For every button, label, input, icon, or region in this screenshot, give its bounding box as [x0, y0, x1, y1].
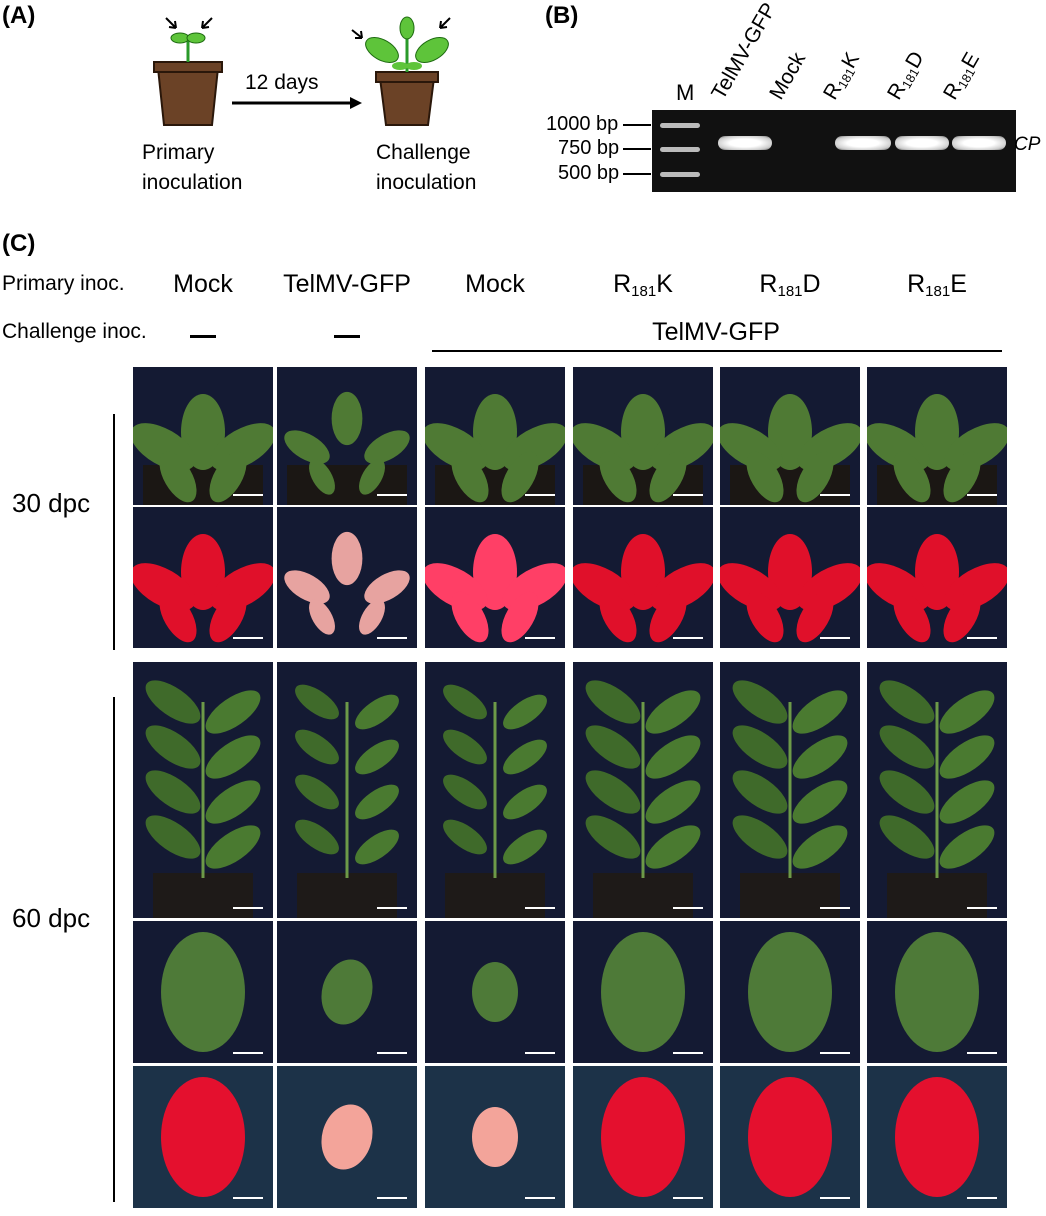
- marker-750: 750 bp: [558, 137, 620, 159]
- plant-photo: [867, 507, 1007, 648]
- challenge-group-label: TelMV-GFP: [652, 318, 780, 346]
- plant-photo: [720, 662, 860, 918]
- plant-photo: [133, 507, 273, 648]
- plant-photo: [425, 921, 565, 1063]
- plant-photo: [720, 1066, 860, 1208]
- primary-caption-1: Primary: [142, 141, 215, 164]
- plant-photo: [133, 1066, 273, 1208]
- panel-a-label: (A): [2, 2, 36, 29]
- plant-photo: [133, 921, 273, 1063]
- column-header: Mock: [173, 270, 233, 298]
- column-header: R181E: [907, 270, 967, 300]
- plant-photo: [133, 662, 273, 918]
- column-header: TelMV-GFP: [283, 270, 411, 298]
- gel-lane-label: Mock: [765, 48, 811, 104]
- plant-photo: [425, 507, 565, 648]
- gel-lane-label: R181D: [883, 47, 929, 104]
- no-challenge-dash: [334, 335, 360, 338]
- plant-photo: [277, 662, 417, 918]
- challenge-caption-2: inoculation: [376, 171, 477, 194]
- plant-photo: [133, 367, 273, 505]
- plant-photo: [573, 921, 713, 1063]
- panel-b-label: (B): [545, 2, 579, 29]
- challenge-group-line: [432, 350, 1002, 352]
- plant-photo: [867, 1066, 1007, 1208]
- arrow-icon: [232, 97, 362, 109]
- agarose-gel-image: [652, 110, 1016, 192]
- marker-1000: 1000 bp: [546, 113, 619, 135]
- column-header: R181D: [759, 270, 821, 300]
- primary-inoc-label: Primary inoc.: [2, 272, 125, 295]
- plant-photo: [573, 1066, 713, 1208]
- plant-photo: [277, 1066, 417, 1208]
- interval-label: 12 days: [245, 71, 319, 94]
- cp-band-label: CP: [1014, 134, 1041, 155]
- plant-photo: [425, 1066, 565, 1208]
- challenge-caption-1: Challenge: [376, 141, 471, 164]
- challenge-inoc-label: Challenge inoc.: [2, 320, 147, 343]
- primary-caption-2: inoculation: [142, 171, 243, 194]
- column-header: Mock: [465, 270, 525, 298]
- panel-c-label: (C): [2, 230, 36, 257]
- inoculation-schematic: [153, 16, 451, 126]
- plant-photo: [425, 662, 565, 918]
- plant-pot-icon: [351, 16, 451, 126]
- plant-photo: [720, 367, 860, 505]
- plant-photo: [720, 921, 860, 1063]
- marker-lane-label: M: [676, 80, 695, 105]
- timepoint-60dpc: 60 dpc: [12, 903, 91, 933]
- plant-photo: [867, 367, 1007, 505]
- gel-lane-label: R181E: [939, 48, 985, 104]
- plant-photo: [277, 921, 417, 1063]
- no-challenge-dash: [190, 335, 216, 338]
- plant-photo: [720, 507, 860, 648]
- gel-lane-label: R181K: [819, 48, 865, 104]
- plant-photo: [573, 662, 713, 918]
- plant-photo: [277, 507, 417, 648]
- timepoint-30dpc: 30 dpc: [12, 488, 91, 518]
- plant-photo: [425, 367, 565, 505]
- column-header: R181K: [613, 270, 673, 300]
- plant-photo: [277, 367, 417, 505]
- plant-photo: [573, 367, 713, 505]
- plant-photo: [573, 507, 713, 648]
- seedling-pot-icon: [153, 17, 223, 126]
- plant-photo: [867, 662, 1007, 918]
- marker-500: 500 bp: [558, 162, 620, 184]
- plant-photo: [867, 921, 1007, 1063]
